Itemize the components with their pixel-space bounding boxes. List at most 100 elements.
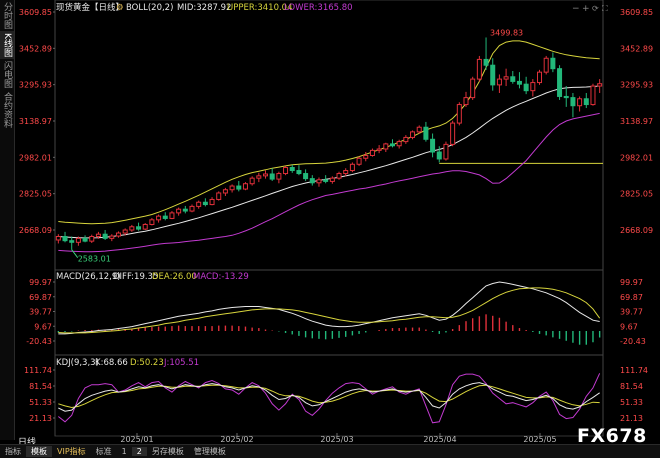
bottom-tab-7[interactable]: 管理模板 [193, 447, 226, 456]
sidebar-tab-1[interactable]: K线图 [0, 31, 14, 59]
price-ytick-right: 3295.93 [620, 81, 653, 90]
candle-body [149, 219, 155, 225]
candle-body [303, 173, 309, 180]
price-ytick-right: 3138.97 [620, 117, 653, 126]
xtick-label: 2025/03 [320, 435, 353, 444]
restore-icon[interactable]: ⟳ [592, 4, 599, 13]
candle-body [109, 235, 115, 239]
candle-body [156, 215, 162, 221]
candle-body [476, 58, 482, 80]
candle-body [463, 97, 469, 106]
candle-body [269, 173, 275, 180]
kdj-header: KDJ(9,3,3) K:68.66 D:50.23 J:105.51 [56, 358, 199, 368]
candle-body [256, 175, 262, 179]
candle-body [557, 68, 563, 97]
bottom-tab-5[interactable]: 2 [131, 447, 147, 456]
price-ytick-left: 3295.93 [19, 81, 52, 90]
low-annotation: 2583.01 [78, 255, 111, 264]
candle-body [196, 201, 202, 207]
macd-ytick-right: 9.67 [620, 322, 638, 331]
candle-body [229, 185, 235, 191]
kdj-ytick-left: 51.33 [29, 398, 52, 407]
watermark-logo: FX678 [577, 425, 647, 447]
boll-lower-line [58, 112, 600, 253]
macd-header: MACD(26,12,9) DIFF:19.35 DEA:26.00 MACD:… [56, 272, 249, 282]
price-ytick-right: 2825.05 [620, 190, 653, 199]
period-label[interactable]: 日线 [18, 438, 37, 448]
candle-body [75, 237, 81, 243]
bottom-tab-1[interactable]: 模板 [26, 446, 52, 457]
boll-mid-line [58, 85, 600, 239]
macd-dea-line [58, 287, 601, 334]
candle-body [389, 143, 395, 147]
candle-body [249, 177, 255, 185]
kdj-k-value: K:68.66 [95, 358, 128, 368]
candle-body [216, 192, 222, 200]
candle-body [329, 177, 335, 182]
candle-body [590, 85, 596, 106]
kdj-ytick-right: 51.33 [620, 398, 643, 407]
macd-macd-value: MACD:-13.29 [193, 272, 249, 282]
minus-icon[interactable]: − [572, 4, 580, 14]
boll-lower-value: LOWER:3165.80 [284, 3, 353, 13]
plus-icon[interactable]: + [582, 4, 590, 14]
candle-body [503, 76, 509, 80]
fullscreen-icon[interactable]: ⛶ [601, 4, 608, 13]
candle-body [136, 226, 142, 230]
candle-body [122, 229, 128, 234]
bottom-tab-2[interactable]: VIP指标 [57, 447, 86, 456]
kdj-label: KDJ(9,3,3) [56, 358, 99, 368]
high-annotation: 3499.83 [490, 28, 523, 37]
settings-icon[interactable]: ⚙ [116, 3, 124, 13]
kdj-ytick-left: 81.54 [29, 382, 52, 391]
bottom-tab-3[interactable]: 标准 [95, 447, 112, 456]
price-ytick-left: 3609.85 [19, 8, 52, 17]
kdj-d-value: D:50.23 [130, 358, 164, 368]
candle-body [69, 240, 75, 243]
macd-ytick-right: 99.97 [620, 278, 643, 287]
price-ytick-right: 2982.01 [620, 153, 653, 162]
bottom-tab-0[interactable]: 指标 [5, 447, 21, 456]
kdj-ytick-left: 111.74 [24, 366, 52, 375]
candle-body [430, 138, 436, 153]
candle-body [369, 149, 375, 156]
candle-body [102, 233, 108, 239]
boll-mid-value: MID:3287.92 [177, 3, 231, 13]
kdj-k-line [58, 382, 600, 412]
candle-body [169, 212, 175, 219]
macd-ytick-left: 69.87 [29, 293, 52, 302]
axis-labels: 3609.85 3609.85 3452.89 3452.89 3295.93 3295.… [19, 8, 653, 444]
candle-body [276, 173, 282, 180]
candle-body [597, 83, 603, 87]
candle-body [570, 97, 576, 107]
candle-body [129, 226, 135, 231]
candle-body [309, 178, 315, 184]
candle-body [176, 208, 182, 214]
candle-body [283, 167, 289, 175]
kdj-j-line [58, 373, 601, 424]
sidebar: 分时图 K线图 闪电图合约资料 [0, 0, 15, 440]
bottom-tab-6[interactable]: 另存模板 [151, 447, 184, 456]
price-ytick-right: 3452.89 [620, 44, 653, 53]
candle-body [456, 104, 462, 124]
xtick-label: 2025/02 [220, 435, 253, 444]
candle-body [363, 154, 369, 159]
sidebar-tab-0[interactable]: 分时图 [2, 2, 12, 29]
candle-body [537, 71, 543, 84]
macd-ytick-right: -20.43 [620, 337, 646, 346]
sidebar-tab-2[interactable]: 闪电图 [2, 60, 12, 88]
candle-body [189, 205, 195, 212]
price-ytick-left: 2982.01 [19, 153, 52, 162]
candle-body [323, 179, 329, 182]
kline-chart[interactable]: 现货黄金【日线】 ⚙ BOLL(20,2) MID:3287.92 UPPER:… [0, 0, 660, 444]
candle-body [182, 208, 188, 212]
price-ytick-left: 2668.09 [19, 226, 52, 235]
price-ytick-left: 3138.97 [19, 117, 52, 126]
price-ytick-left: 3452.89 [19, 44, 52, 53]
sidebar-tab-3[interactable]: 合约资料 [2, 91, 12, 128]
candle-body [82, 237, 88, 242]
candle-body [396, 141, 402, 147]
macd-diff-value: DIFF:19.35 [113, 272, 158, 282]
bottom-tab-4[interactable]: 1 [121, 447, 127, 456]
macd-ytick-right: 39.77 [620, 308, 643, 317]
